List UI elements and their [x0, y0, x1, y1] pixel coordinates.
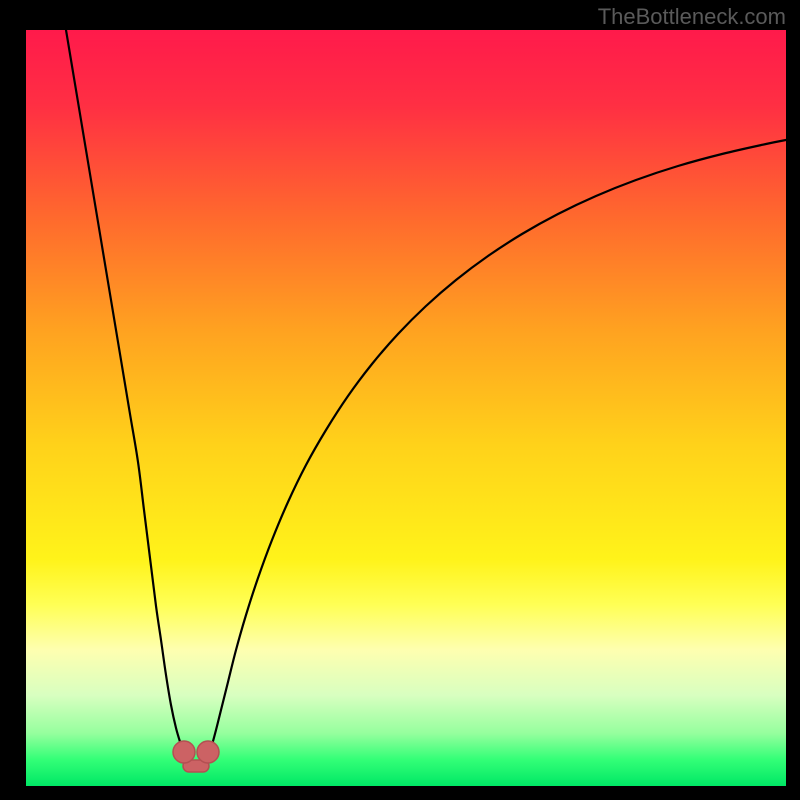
- watermark-text: TheBottleneck.com: [598, 4, 786, 30]
- plot-area: [26, 30, 786, 786]
- valley-marker-dot-1: [197, 741, 219, 763]
- curve-right-branch: [212, 140, 786, 745]
- valley-marker-dot-0: [173, 741, 195, 763]
- curve-left-branch: [66, 30, 181, 745]
- chart-canvas: TheBottleneck.com: [0, 0, 800, 800]
- curve-layer: [26, 30, 786, 786]
